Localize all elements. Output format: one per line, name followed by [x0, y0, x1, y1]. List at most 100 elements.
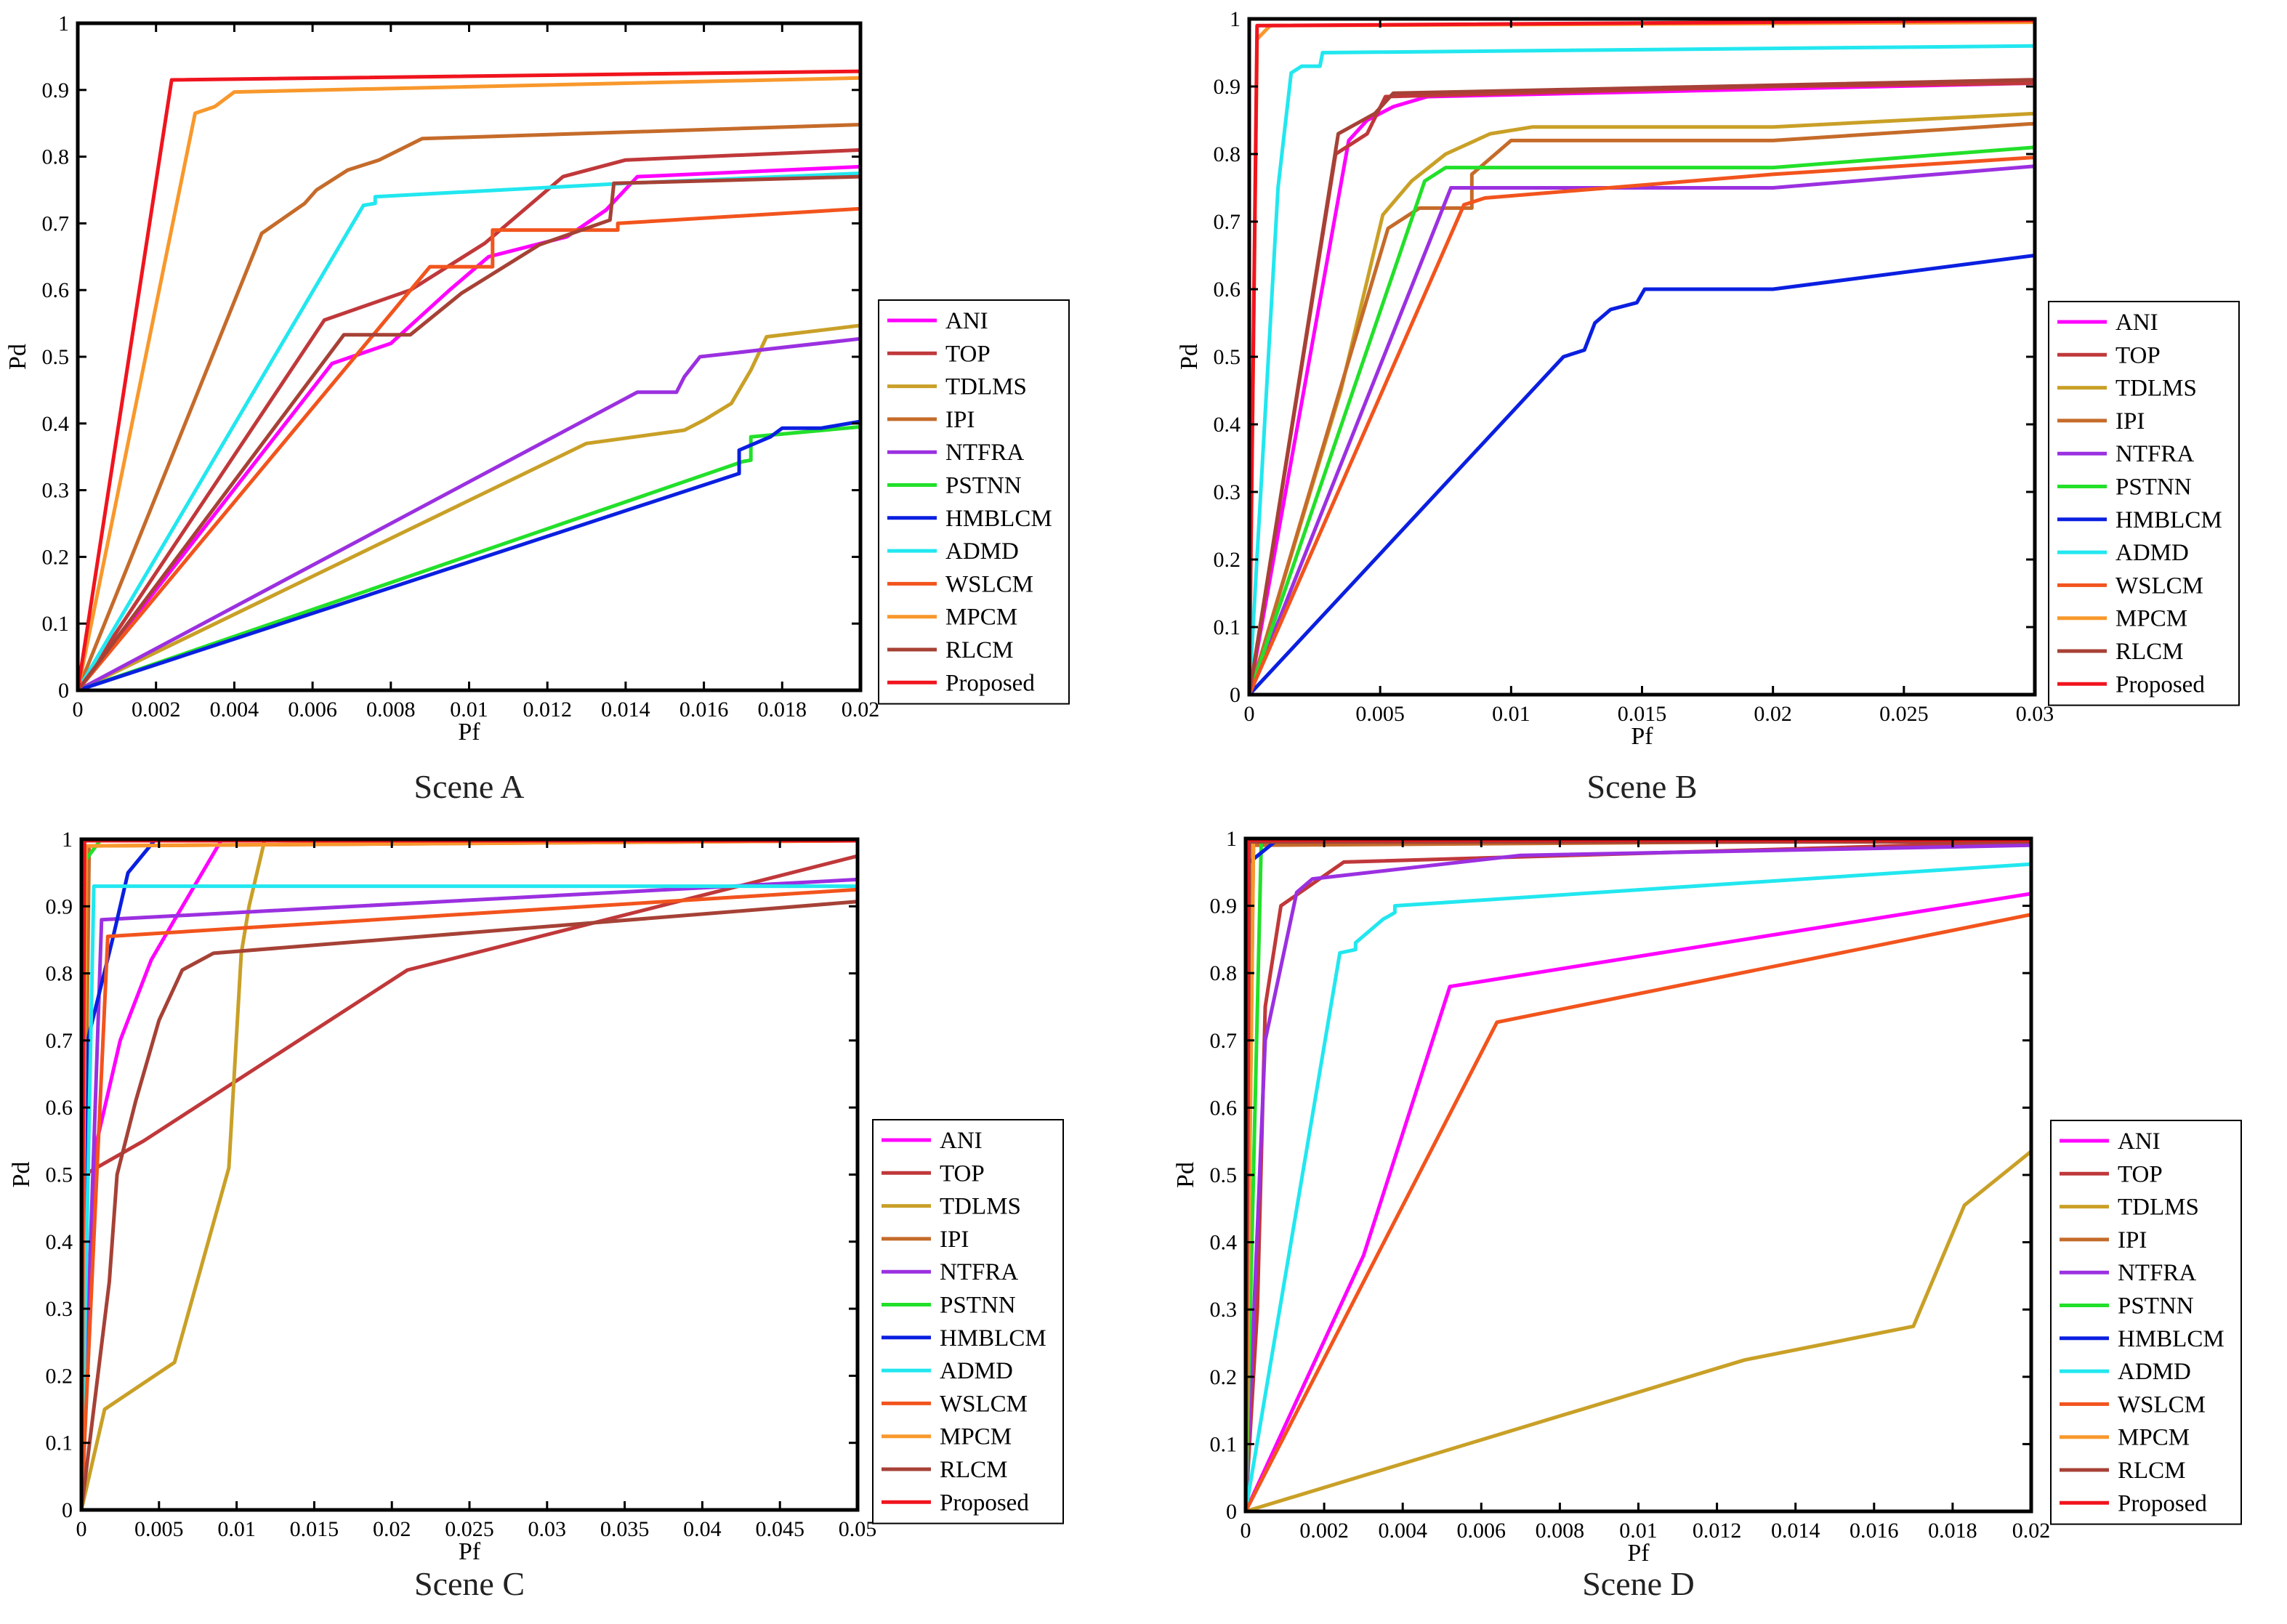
legend-label-tdlms: TDLMS: [2118, 1195, 2199, 1221]
plot-frame: [79, 837, 860, 1512]
x-tick-label: 0.045: [755, 1517, 804, 1541]
y-tick-label: 0.6: [46, 1096, 73, 1120]
x-tick-label: 0.015: [1618, 702, 1667, 726]
x-axis-label: Pf: [1631, 723, 1653, 750]
legend-label-hmblcm: HMBLCM: [2115, 507, 2222, 533]
y-tick-label: 0.7: [46, 1029, 73, 1053]
series-line-ani: [79, 839, 860, 1512]
y-tick-label: 0.3: [1210, 1298, 1238, 1322]
series-line-rlcm: [79, 900, 860, 1512]
y-tick-label: 0.1: [46, 1431, 73, 1455]
legend-label-top: TOP: [940, 1160, 985, 1187]
y-tick-label: 0: [62, 1498, 73, 1522]
series-group: [76, 69, 863, 692]
legend: ANI TOP TDLMS IPI NTFRA PSTNN HMBLCM ADMD WSLCM M…: [878, 299, 1070, 705]
legend-label-ntfra: NTFRA: [945, 440, 1024, 466]
x-tick-label: 0: [76, 1517, 87, 1541]
legend-label-tdlms: TDLMS: [940, 1194, 1021, 1220]
legend-box: [872, 1119, 1064, 1524]
series-line-admd: [1243, 862, 2033, 1514]
series-line-tdlms: [79, 839, 860, 1512]
x-tick-label: 0.01: [1492, 702, 1530, 726]
legend-label-rlcm: RLCM: [2118, 1458, 2186, 1484]
x-tick-label: 0.04: [683, 1517, 722, 1541]
y-tick-label: 0.4: [1210, 1231, 1238, 1255]
legend-label-wslcm: WSLCM: [2115, 573, 2203, 599]
x-tick-label: 0.016: [679, 698, 729, 722]
legend-label-ani: ANI: [940, 1128, 983, 1154]
x-tick-label: 0: [1244, 702, 1255, 726]
y-tick-label: 0.7: [1210, 1029, 1238, 1053]
series-line-ipi: [79, 839, 860, 1512]
series-line-ipi: [1247, 121, 2037, 697]
x-axis-label: Pf: [459, 1538, 481, 1565]
series-line-ntfra: [76, 336, 863, 692]
series-line-ntfra: [79, 877, 860, 1512]
y-tick-label: 0.9: [42, 78, 70, 102]
series-line-ipi: [1243, 838, 2033, 1514]
chart-scene-b: 0 0.005 0.01 0.015 0.02 0.025 0.03 0 0.1 0.2 0.3 0.…: [1176, 7, 2240, 805]
chart-title: Scene C: [414, 1565, 525, 1602]
x-tick-label: 0.01: [450, 698, 488, 722]
y-tick-label: 0.2: [42, 545, 70, 569]
series-group: [79, 839, 860, 1512]
y-tick-label: 0.5: [42, 345, 70, 369]
series-line-proposed: [79, 839, 860, 1512]
series-line-ntfra: [1247, 164, 2037, 697]
legend-label-proposed: Proposed: [945, 670, 1035, 696]
x-tick-label: 0.012: [1693, 1519, 1742, 1543]
y-tick-label: 0.7: [1214, 210, 1241, 234]
x-tick-label: 0.016: [1850, 1519, 1899, 1543]
series-line-admd: [79, 884, 860, 1512]
y-tick-label: 0.9: [1210, 894, 1238, 918]
y-tick-label: 0.2: [1210, 1365, 1238, 1389]
legend-box: [2050, 1120, 2242, 1525]
y-tick-label: 0: [58, 679, 69, 703]
legend-label-ntfra: NTFRA: [2118, 1260, 2196, 1286]
series-line-proposed: [1247, 18, 2037, 697]
y-tick-label: 0.8: [1214, 142, 1241, 166]
x-tick-label: 0.025: [1879, 702, 1929, 726]
legend-label-wslcm: WSLCM: [940, 1391, 1028, 1417]
series-line-hmblcm: [76, 419, 863, 692]
legend-label-top: TOP: [2118, 1161, 2163, 1187]
legend-label-mpcm: MPCM: [2118, 1425, 2190, 1451]
chart-title: Scene A: [414, 768, 524, 805]
y-tick-label: 0.1: [1214, 615, 1241, 639]
series-line-wslcm: [76, 206, 863, 692]
legend-label-ani: ANI: [2115, 310, 2158, 336]
chart-title: Scene B: [1586, 768, 1697, 805]
legend-label-wslcm: WSLCM: [945, 571, 1033, 597]
y-tick-label: 1: [1230, 7, 1241, 31]
series-line-admd: [76, 171, 863, 692]
x-axis-label: Pf: [458, 719, 480, 746]
y-tick-label: 0.3: [42, 479, 70, 503]
x-tick-label: 0.004: [210, 698, 259, 722]
x-tick-label: 0.005: [1355, 702, 1405, 726]
x-tick-label: 0.008: [366, 698, 416, 722]
legend-label-pstnn: PSTNN: [2118, 1293, 2194, 1320]
y-tick-label: 0.5: [1214, 345, 1241, 369]
x-tick-label: 0.05: [839, 1517, 877, 1541]
x-tick-label: 0.004: [1378, 1519, 1427, 1543]
chart-title: Scene D: [1582, 1565, 1695, 1602]
series-line-ntfra: [1243, 843, 2033, 1514]
x-tick-label: 0.02: [842, 698, 880, 722]
x-tick-label: 0.002: [1299, 1519, 1349, 1543]
series-line-proposed: [1243, 838, 2033, 1514]
legend-label-hmblcm: HMBLCM: [945, 506, 1052, 532]
y-tick-label: 0.6: [1214, 278, 1241, 302]
legend-label-top: TOP: [945, 341, 991, 367]
y-tick-label: 0.6: [42, 278, 70, 302]
y-tick-label: 0.3: [1214, 480, 1241, 504]
y-tick-label: 0.1: [42, 612, 70, 636]
legend-label-proposed: Proposed: [940, 1490, 1029, 1516]
series-line-pstnn: [76, 424, 863, 692]
series-line-pstnn: [1247, 145, 2037, 697]
y-tick-label: 0.8: [1210, 961, 1238, 985]
y-tick-label: 0.5: [46, 1163, 73, 1187]
series-line-wslcm: [79, 887, 860, 1512]
legend-label-rlcm: RLCM: [2115, 639, 2184, 665]
series-line-tdlms: [76, 323, 863, 692]
